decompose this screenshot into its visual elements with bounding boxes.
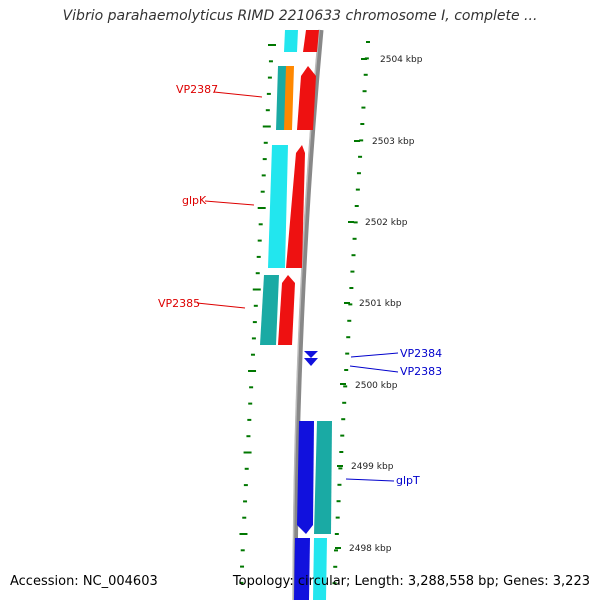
feature-glpT-blue[interactable]: [297, 421, 314, 534]
leader-line-VP2387: [213, 91, 263, 98]
feature-red-top[interactable]: [303, 30, 319, 52]
gene-label-VP2384[interactable]: VP2384: [400, 347, 442, 360]
leader-line-VP2385: [196, 302, 246, 309]
feature-VP2385-red[interactable]: [278, 275, 295, 345]
gene-label-glpT[interactable]: glpT: [396, 474, 420, 487]
kbp-tick-label: 2503 kbp: [372, 137, 415, 147]
gene-label-VP2383[interactable]: VP2383: [400, 365, 442, 378]
feature-VP2387-orange[interactable]: [284, 66, 294, 130]
inner-tick-ring: [332, 41, 370, 585]
kbp-tick-label: 2502 kbp: [365, 218, 408, 228]
feature-VP2387-red[interactable]: [297, 66, 316, 130]
feature-VP2384-arrow[interactable]: [304, 351, 318, 358]
feature-blue-bottom[interactable]: [294, 538, 310, 600]
feature-VP2385-teal[interactable]: [260, 275, 279, 345]
feature-VP2387-teal[interactable]: [276, 66, 287, 130]
leader-line-glpT: [345, 478, 395, 482]
gene-glpK-group: [268, 145, 305, 268]
feature-cyan-top[interactable]: [284, 30, 298, 52]
feature-glpK-red[interactable]: [286, 145, 305, 268]
gene-label-glpK[interactable]: glpK: [182, 194, 207, 207]
gene-VP2384-VP2383-group: [304, 351, 318, 366]
gene-VP2385-group: [260, 275, 295, 345]
map-title: Vibrio parahaemolyticus RIMD 2210633 chr…: [62, 8, 538, 24]
chromosome-backbone: [292, 29, 324, 600]
gene-VP2387-group: [276, 66, 316, 130]
kbp-tick-labels: 2504 kbp 2503 kbp 2502 kbp 2501 kbp 2500…: [335, 55, 423, 554]
feature-VP2383-arrow[interactable]: [304, 358, 318, 366]
gene-label-VP2385[interactable]: VP2385: [158, 297, 200, 310]
genome-summary-label: Topology: circular; Length: 3,288,558 bp…: [232, 574, 590, 589]
feature-glpT-teal[interactable]: [314, 421, 332, 534]
gene-glpT-group: [297, 421, 332, 534]
feature-group-top: [284, 30, 319, 52]
leader-line-glpK: [204, 200, 255, 206]
accession-label: Accession: NC_004603: [10, 574, 158, 589]
kbp-tick-label: 2499 kbp: [351, 462, 394, 472]
kbp-tick-label: 2500 kbp: [355, 381, 398, 391]
feature-glpK-cyan[interactable]: [268, 145, 288, 268]
kbp-tick-label: 2498 kbp: [349, 544, 392, 554]
gene-labels: VP2387 glpK VP2385 VP2384 VP2383 glpT: [158, 83, 442, 487]
kbp-tick-label: 2504 kbp: [380, 55, 423, 65]
feature-cyan-bottom[interactable]: [313, 538, 327, 600]
leader-line-VP2384: [350, 352, 399, 358]
outer-tick-ring: [239, 44, 276, 584]
leader-line-VP2383: [349, 365, 399, 373]
gene-label-VP2387[interactable]: VP2387: [176, 83, 218, 96]
feature-group-bottom: [294, 538, 327, 600]
kbp-tick-label: 2501 kbp: [359, 299, 402, 309]
